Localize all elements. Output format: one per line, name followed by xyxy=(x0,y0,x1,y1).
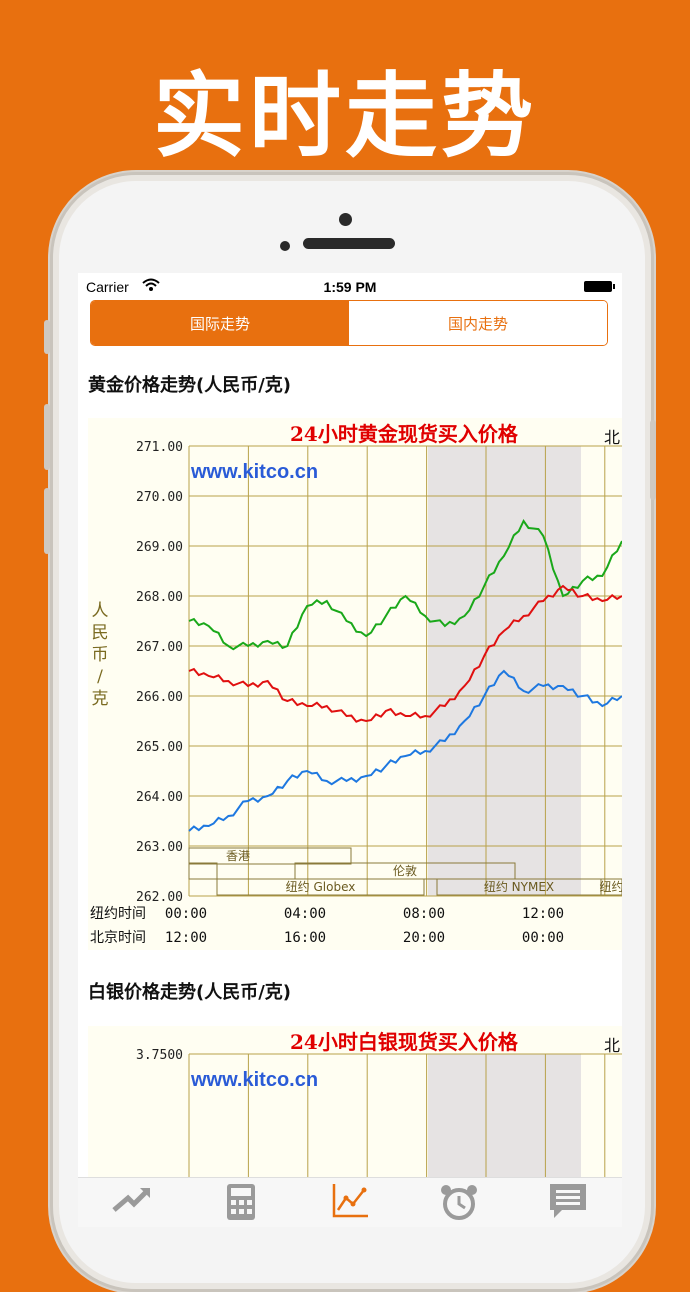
trend-arrow-icon xyxy=(112,1188,151,1212)
tab-calculator[interactable] xyxy=(187,1178,296,1227)
x-tick-label: 16:00 xyxy=(284,930,326,946)
y-axis-label-char: 币 xyxy=(92,645,109,665)
y-tick-label: 264.00 xyxy=(136,790,183,805)
app-screen: Carrier 1:59 PM 国际走势 国内走势 黄金价格走势(人民币/克) … xyxy=(78,273,622,1227)
silver-chart-svg: 3.75003.700024小时白银现货买入价格北www.kitco.cn xyxy=(136,1030,622,1186)
line-chart-icon xyxy=(332,1184,368,1218)
phone-power-button xyxy=(650,420,656,500)
proximity-sensor xyxy=(280,241,290,251)
message-icon xyxy=(549,1184,586,1218)
y-axis-label-char: / xyxy=(97,667,103,687)
series-line-green xyxy=(188,519,622,651)
market-segmented-control: 国际走势 国内走势 xyxy=(90,300,608,346)
chart-corner-label: 北 xyxy=(604,428,620,447)
chart-watermark: www.kitco.cn xyxy=(190,1069,318,1091)
series-line-blue xyxy=(188,669,622,832)
bottom-tab-bar xyxy=(78,1177,622,1227)
session-label: 伦敦 xyxy=(393,863,417,878)
y-axis-label-char: 克 xyxy=(92,689,109,709)
x-tick-label: 04:00 xyxy=(284,906,326,922)
y-axis-label-char: 民 xyxy=(92,623,109,643)
session-label: 纽约 xyxy=(599,879,622,894)
session-bar xyxy=(188,847,352,865)
chart-watermark: www.kitco.cn xyxy=(190,461,318,483)
x-tick-label: 12:00 xyxy=(165,930,207,946)
carrier-label: Carrier xyxy=(86,279,129,295)
y-tick-label: 270.00 xyxy=(136,490,183,505)
session-label: 纽约 NYMEX xyxy=(484,879,554,894)
silver-section-title: 白银价格走势(人民币/克) xyxy=(88,982,292,1003)
phone-volume-down xyxy=(44,488,50,554)
tab-trend[interactable] xyxy=(78,1178,187,1227)
earpiece-speaker xyxy=(303,238,395,249)
y-tick-label: 3.7500 xyxy=(136,1048,183,1063)
gold-chart: 271.00 270.00 269.00 268.00 267.00 266.00 265.… xyxy=(88,418,622,950)
y-tick-label: 271.00 xyxy=(136,440,183,455)
session-shade xyxy=(428,1054,581,1186)
y-tick-label: 265.00 xyxy=(136,740,183,755)
y-tick-label: 266.00 xyxy=(136,690,183,705)
calculator-icon xyxy=(227,1184,256,1220)
alarm-clock-icon xyxy=(440,1185,477,1220)
gold-chart-svg: 271.00 270.00 269.00 268.00 267.00 266.00 265.… xyxy=(90,422,622,946)
x-tick-label: 12:00 xyxy=(522,906,564,922)
session-bar xyxy=(216,878,425,896)
promo-headline: 实时走势 xyxy=(152,63,537,170)
y-tick-label: 268.00 xyxy=(136,590,183,605)
y-tick-label: 269.00 xyxy=(136,540,183,555)
x-tick-label: 08:00 xyxy=(403,906,445,922)
x-tick-label: 00:00 xyxy=(522,930,564,946)
tab-international[interactable]: 国际走势 xyxy=(91,301,349,345)
chart-title: 24小时黄金现货买入价格 xyxy=(290,422,519,446)
battery-icon xyxy=(584,281,615,292)
tab-alarm[interactable] xyxy=(404,1178,513,1227)
phone-mute-switch xyxy=(44,320,50,354)
tab-domestic[interactable]: 国内走势 xyxy=(349,301,607,345)
phone-volume-up xyxy=(44,404,50,470)
chart-corner-label: 北 xyxy=(604,1036,620,1055)
x-tick-label: 00:00 xyxy=(165,906,207,922)
session-bar xyxy=(188,862,218,880)
y-tick-label: 262.00 xyxy=(136,890,183,905)
status-bar: Carrier 1:59 PM xyxy=(78,273,622,299)
status-time: 1:59 PM xyxy=(323,279,377,295)
session-label: 香港 xyxy=(226,849,250,863)
session-label: 纽约 Globex xyxy=(286,879,356,894)
wifi-icon xyxy=(142,278,160,291)
chart-title: 24小时白银现货买入价格 xyxy=(290,1030,519,1054)
front-camera xyxy=(339,213,352,226)
tab-chart[interactable] xyxy=(296,1178,405,1227)
x-axis-row-label: 纽约时间 xyxy=(90,906,146,922)
silver-chart: 3.75003.700024小时白银现货买入价格北www.kitco.cn xyxy=(88,1026,622,1186)
x-tick-label: 20:00 xyxy=(403,930,445,946)
y-tick-label: 267.00 xyxy=(136,640,183,655)
session-bar xyxy=(600,878,622,896)
y-tick-label: 263.00 xyxy=(136,840,183,855)
x-axis-row-label: 北京时间 xyxy=(90,930,146,946)
series-line-red xyxy=(188,584,622,723)
gold-section-title: 黄金价格走势(人民币/克) xyxy=(88,375,292,396)
y-axis-label-char: 人 xyxy=(92,601,109,621)
tab-messages[interactable] xyxy=(513,1178,622,1227)
